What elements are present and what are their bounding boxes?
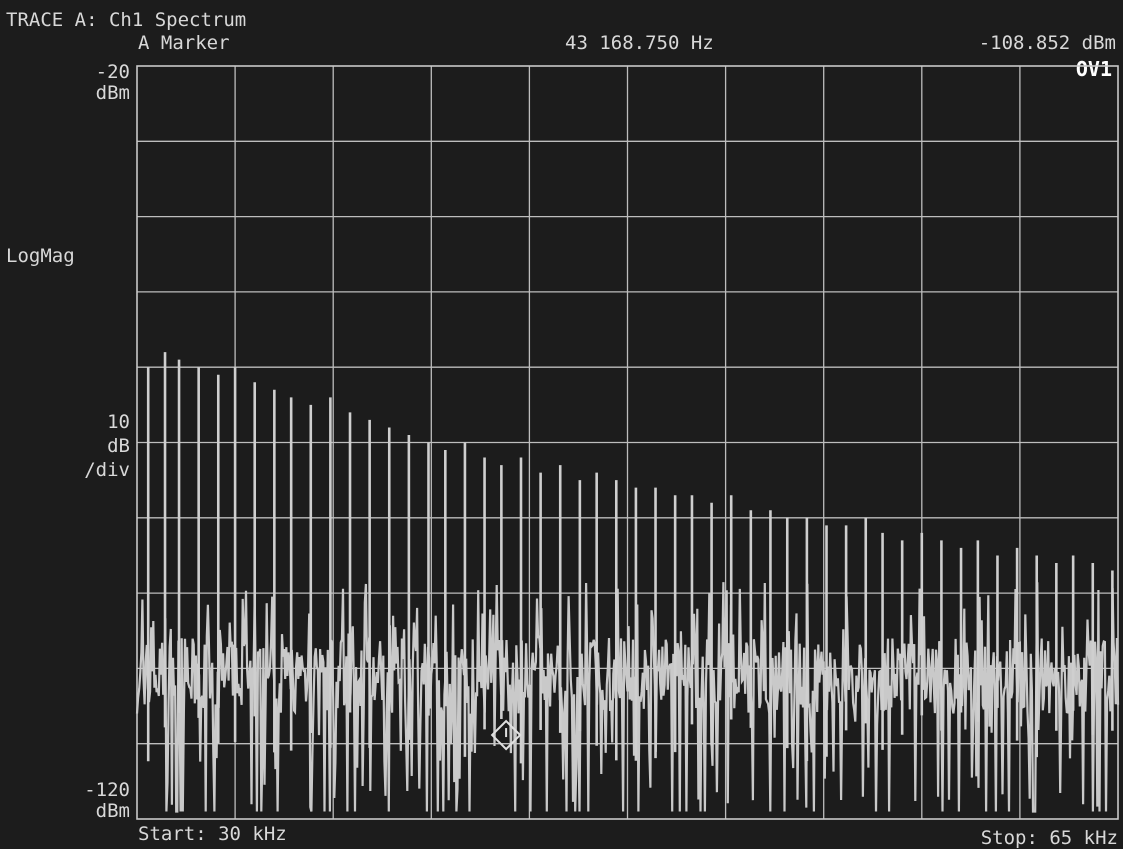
marker-diamond-icon	[490, 719, 522, 751]
scale-value: 10	[107, 411, 130, 433]
spectrum-trace	[135, 352, 1120, 813]
plot-frame	[136, 65, 1119, 820]
y-bottom-unit: dBm	[96, 800, 130, 822]
scale-type-label: LogMag	[6, 245, 75, 267]
marker-diamond	[490, 719, 522, 751]
scale-unit-div: /div	[84, 459, 130, 481]
x-start-label: Start: 30 kHz	[138, 823, 287, 845]
overload-badge: OV1	[1076, 57, 1112, 81]
noise-trace	[135, 582, 1120, 813]
spectrum-plot	[135, 65, 1120, 820]
grid	[137, 66, 1118, 819]
y-bottom-value: -120	[84, 779, 130, 801]
trace-title: TRACE A: Ch1 Spectrum	[6, 9, 246, 31]
marker-label: A Marker	[138, 32, 230, 54]
scale-unit-db: dB	[107, 435, 130, 457]
marker-level: -108.852 dBm	[979, 32, 1116, 54]
marker-frequency: 43 168.750 Hz	[565, 32, 714, 54]
y-top-unit: dBm	[96, 82, 130, 104]
y-top-value: -20	[96, 61, 130, 83]
x-stop-label: Stop: 65 kHz	[981, 827, 1118, 849]
